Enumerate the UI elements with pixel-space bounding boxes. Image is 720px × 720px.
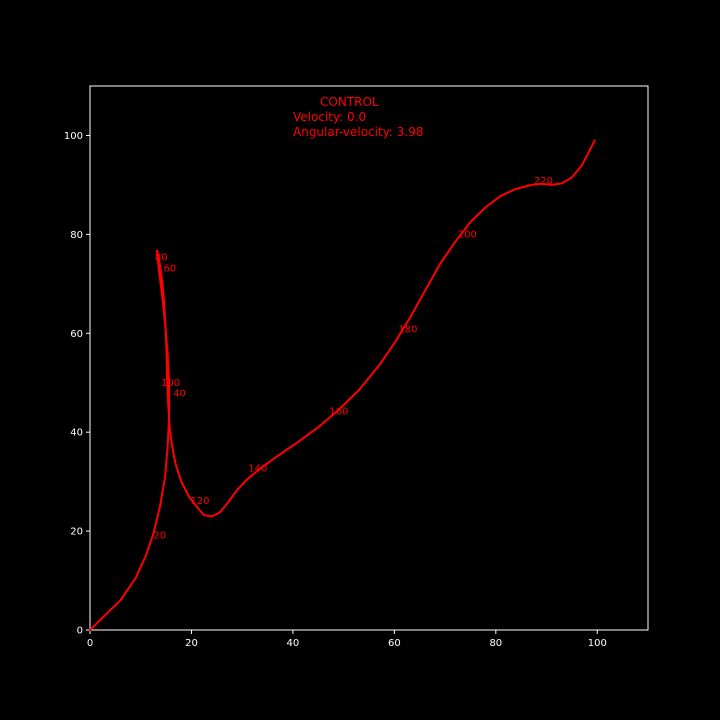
y-tick-label: 20	[70, 527, 83, 538]
x-tick-label: 0	[87, 638, 93, 649]
x-tick-label: 80	[489, 638, 502, 649]
x-tick-label: 100	[588, 638, 607, 649]
annotation-title: CONTROL	[320, 95, 379, 109]
annotation-velocity: Velocity: 0.0	[293, 110, 366, 124]
y-tick-label: 60	[70, 329, 83, 340]
x-tick-label: 60	[388, 638, 401, 649]
point-label: 40	[173, 389, 186, 400]
point-label: 140	[248, 464, 267, 475]
point-label: 100	[161, 378, 180, 389]
point-label: 20	[153, 531, 166, 542]
trajectory-line	[89, 139, 596, 631]
y-axis-ticks: 0 20 40 60 80 100	[64, 131, 90, 637]
y-tick-label: 40	[70, 428, 83, 439]
point-label: 120	[190, 496, 209, 507]
x-tick-label: 20	[185, 638, 198, 649]
y-tick-label: 0	[77, 626, 83, 637]
annotation-angular-velocity: Angular-velocity: 3.98	[293, 125, 424, 139]
y-tick-label: 100	[64, 131, 83, 142]
x-tick-label: 40	[287, 638, 300, 649]
plot-frame	[89, 85, 649, 631]
point-label: 180	[398, 324, 417, 335]
point-label: 60	[164, 263, 177, 274]
point-label: 160	[329, 406, 348, 417]
point-label: 200	[458, 229, 477, 240]
point-label: 80	[155, 253, 168, 264]
point-label: 220	[534, 176, 553, 187]
y-tick-label: 80	[70, 230, 83, 241]
x-axis-ticks: 0 20 40 60 80 100	[87, 630, 607, 649]
